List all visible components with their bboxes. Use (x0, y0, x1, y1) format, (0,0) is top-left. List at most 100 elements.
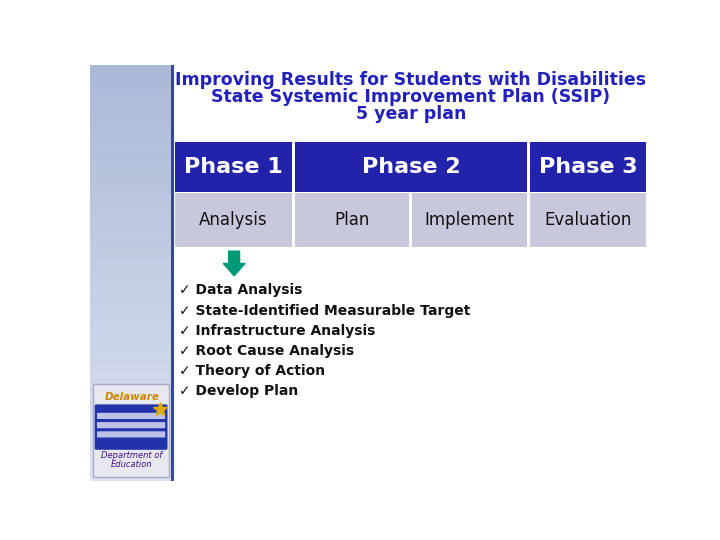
Bar (90, 460, 174, 464)
Bar (90, 131, 174, 136)
Bar (90, 389, 174, 394)
Text: Delaware: Delaware (104, 392, 159, 402)
Text: ✓ Data Analysis: ✓ Data Analysis (179, 284, 302, 298)
Bar (90, 90, 174, 94)
Bar (90, 235, 174, 240)
Bar (90, 281, 174, 286)
Bar (175, 193, 292, 247)
Bar (90, 268, 174, 273)
Bar (90, 352, 174, 356)
Bar (90, 322, 174, 327)
Bar (90, 468, 174, 472)
Bar (90, 265, 174, 269)
Text: Improving Results for Students with Disabilities: Improving Results for Students with Disa… (175, 71, 647, 89)
Bar (175, 142, 292, 192)
Bar (90, 418, 174, 423)
Bar (90, 69, 174, 73)
Bar (90, 393, 174, 398)
Text: State Systemic Improvement Plan (SSIP): State Systemic Improvement Plan (SSIP) (211, 88, 611, 106)
Bar (90, 285, 174, 290)
Bar (90, 443, 174, 448)
Bar (90, 77, 174, 82)
Bar (90, 82, 174, 86)
FancyBboxPatch shape (93, 384, 169, 477)
Bar (90, 227, 174, 232)
Bar (90, 244, 174, 248)
Bar (90, 381, 174, 386)
Bar (90, 306, 174, 310)
Bar (90, 451, 174, 456)
Text: Plan: Plan (334, 211, 369, 230)
Bar (90, 114, 174, 119)
Bar (294, 142, 527, 192)
Bar (90, 373, 174, 377)
Bar (90, 140, 174, 144)
Text: ✓ State-Identified Measurable Target: ✓ State-Identified Measurable Target (179, 303, 470, 318)
Bar (90, 214, 174, 219)
Bar (90, 456, 174, 460)
Bar (90, 439, 174, 443)
Bar (90, 410, 174, 415)
Bar (90, 165, 174, 169)
Bar (90, 464, 174, 469)
Bar (90, 168, 174, 173)
Bar (90, 181, 174, 186)
Bar (90, 427, 174, 431)
Text: ✓ Infrastructure Analysis: ✓ Infrastructure Analysis (179, 323, 376, 338)
Bar (90, 239, 174, 244)
Bar (90, 73, 174, 78)
Bar (90, 144, 174, 149)
Bar (90, 202, 174, 207)
Bar (90, 406, 174, 410)
Text: Phase 1: Phase 1 (184, 157, 283, 177)
Bar (90, 319, 174, 323)
Text: Analysis: Analysis (199, 211, 268, 230)
Bar (90, 289, 174, 294)
Bar (90, 360, 174, 364)
Bar (90, 431, 174, 435)
Bar (90, 476, 174, 481)
FancyBboxPatch shape (97, 431, 165, 437)
Bar (294, 193, 409, 247)
Bar (90, 256, 174, 261)
Bar (90, 148, 174, 152)
Bar (171, 65, 174, 481)
Bar (90, 231, 174, 235)
Bar (90, 190, 174, 194)
Bar (90, 102, 174, 107)
Bar (90, 385, 174, 389)
Text: Department of: Department of (102, 450, 163, 460)
Bar (90, 206, 174, 211)
Text: Phase 2: Phase 2 (361, 157, 460, 177)
FancyBboxPatch shape (94, 404, 168, 450)
Bar (90, 331, 174, 335)
Bar (90, 123, 174, 127)
Bar (90, 94, 174, 98)
Bar (90, 414, 174, 418)
Bar (90, 277, 174, 281)
Bar (90, 223, 174, 227)
Text: Implement: Implement (425, 211, 515, 230)
FancyArrow shape (223, 251, 245, 276)
Bar (90, 198, 174, 202)
Bar (90, 302, 174, 306)
Bar (90, 177, 174, 181)
Bar (90, 85, 174, 90)
Bar (90, 397, 174, 402)
Bar (90, 194, 174, 198)
Text: ✓ Theory of Action: ✓ Theory of Action (179, 363, 325, 377)
Bar (90, 98, 174, 103)
Bar (90, 152, 174, 157)
Text: Evaluation: Evaluation (544, 211, 632, 230)
Bar (90, 173, 174, 178)
Bar (90, 119, 174, 124)
Text: ✓ Root Cause Analysis: ✓ Root Cause Analysis (179, 343, 354, 357)
Bar (90, 106, 174, 111)
Bar (90, 472, 174, 477)
Bar (90, 211, 174, 215)
Bar (90, 314, 174, 319)
Bar (90, 136, 174, 140)
Bar (90, 348, 174, 352)
Bar (90, 377, 174, 381)
Text: ✓ Develop Plan: ✓ Develop Plan (179, 383, 298, 397)
